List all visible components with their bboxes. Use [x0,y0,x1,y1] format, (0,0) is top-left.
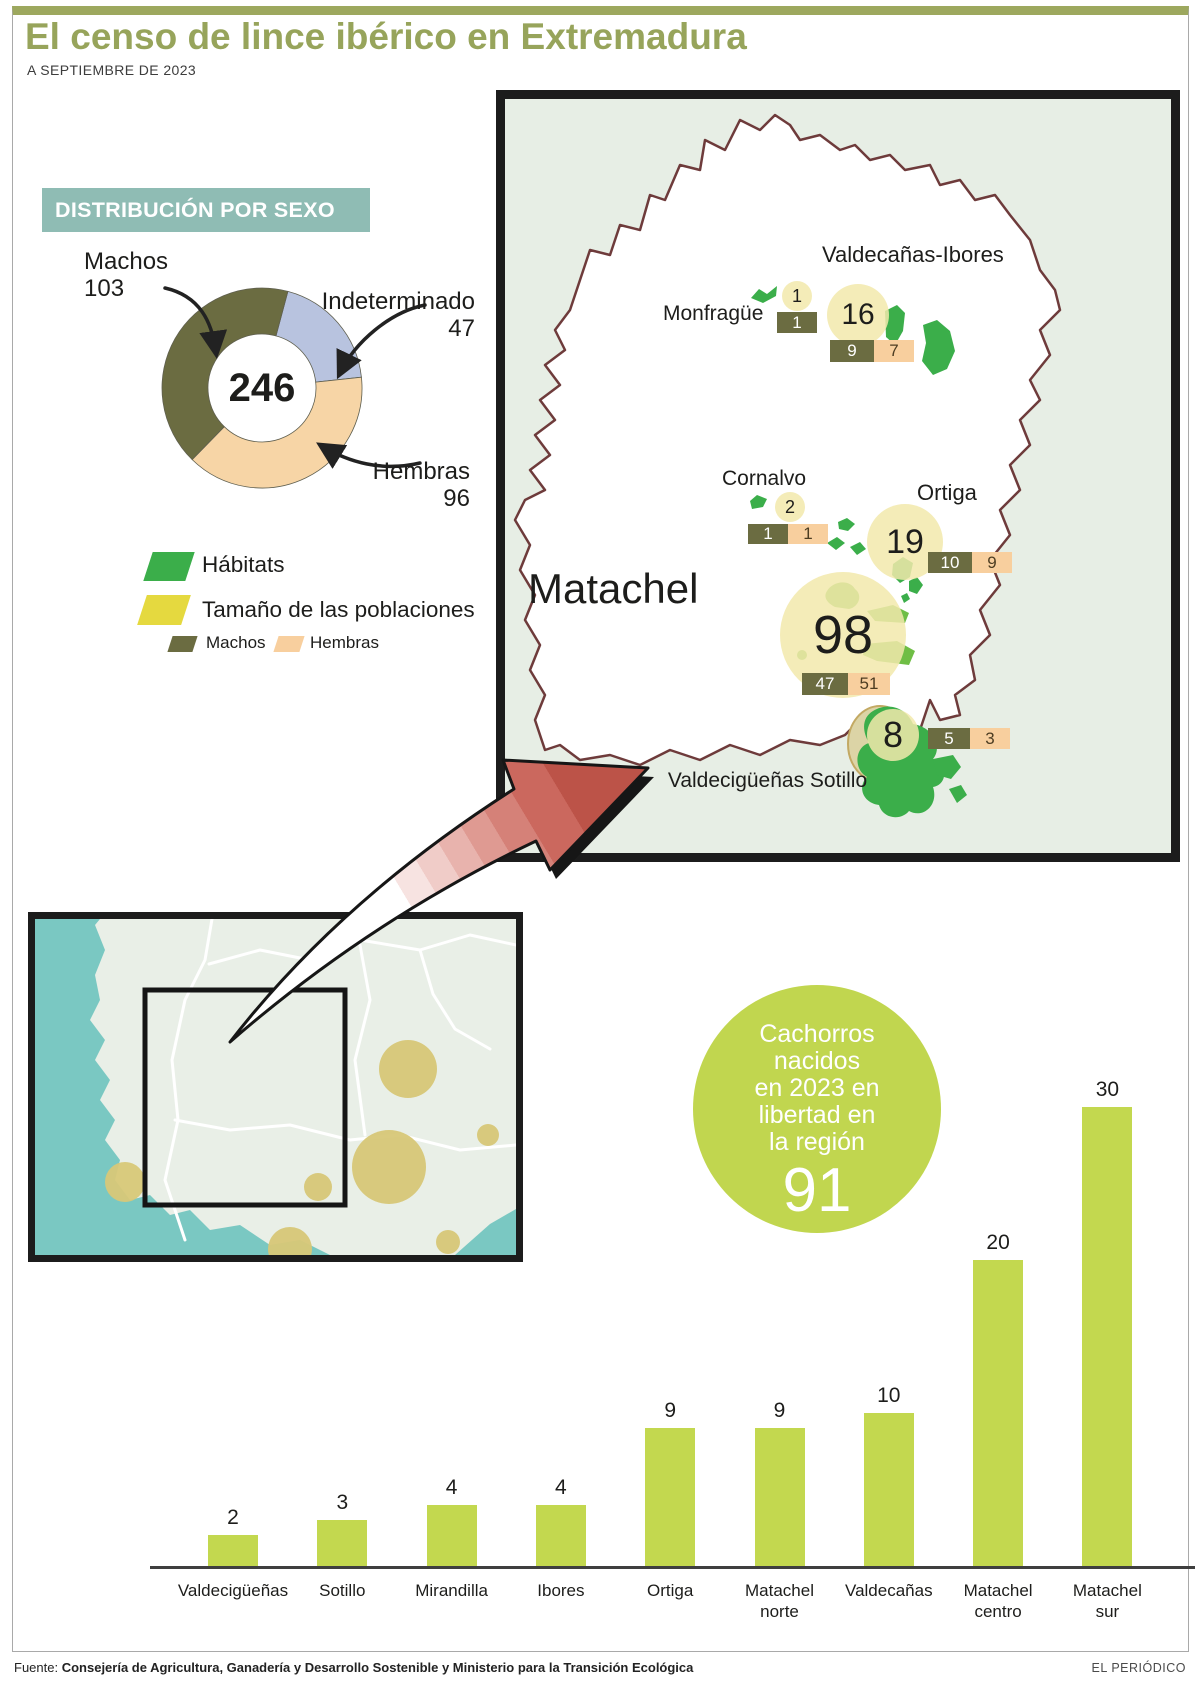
bar-value-label: 9 [773,1399,786,1422]
hembras-pointer-arrow [316,442,422,469]
machos-count-valdeciguenas-sotillo: 5 [928,728,970,749]
donut-total: 246 [228,366,296,410]
cubs-bar-chart: 2 Valdecigüeñas 3 Sotillo 4 Mirandilla 4 Ibores… [150,1000,1195,1660]
population-total-cornalvo: 2 [775,492,805,522]
indeterminado-slice-label: Indeterminado 47 [300,288,475,342]
map-label-valdecanas-ibores: Valdecañas-Ibores [822,242,1004,267]
machos-count-cornalvo: 1 [748,524,788,544]
machos-value: 103 [84,275,125,302]
cubs-line-2: nacidos [773,1047,861,1075]
extremadura-map [513,113,1062,818]
bar-category-label: Valdecigüeñas [177,1581,289,1600]
population-total-valdecanas-ibores: 16 [827,284,889,346]
map-label-ortiga: Ortiga [917,480,977,505]
indeterminado-pointer-arrow [336,303,427,380]
bar-value-label: 3 [336,1491,349,1514]
donut-segment-machos [161,287,289,461]
source-text: Consejería de Agricultura, Ganadería y D… [61,1660,694,1675]
cubs-line-5: la región [769,1128,865,1156]
population-size-legend-label: Tamaño de las poblaciones [202,597,475,622]
hembras-count-ortiga: 9 [972,552,1012,573]
map-label-matachel: Matachel [528,565,699,612]
population-total-valdeciguenas-sotillo: 8 [867,709,919,761]
map-label-monfrague: Monfragüe [663,302,764,325]
cubs-line-1: Cachorros [759,1020,875,1048]
habitat-patches [750,286,955,603]
hembras-legend-label: Hembras [310,633,379,652]
machos-count-valdecanas-ibores: 9 [830,340,874,362]
bar-value-label: 10 [877,1384,901,1407]
zoom-arrow [228,758,654,1044]
bar-category-label: Matachel norte [745,1581,814,1621]
footer: Fuente: Consejería de Agricultura, Ganad… [14,1660,1186,1675]
machos-legend-label: Machos [206,633,266,652]
cubs-total: 91 [782,1156,852,1225]
cubs-line-4: libertad en [758,1101,876,1129]
bar-value-label: 30 [1095,1078,1120,1101]
machos-pointer-arrow [163,286,228,359]
bar-value-label: 4 [445,1476,458,1499]
bar-value-label: 4 [555,1476,567,1499]
map-label-valdeciguenas-sotillo: Valdecigüeñas Sotillo [667,769,868,792]
machos-label-text: Machos [84,248,169,275]
machos-slice-label: Machos 103 [84,248,168,302]
bar-category-label: Valdecañas [845,1581,933,1600]
bar-value-label: 9 [664,1399,677,1422]
bar [863,1413,914,1566]
hembras-swatch [273,636,305,652]
indeterminado-value: 47 [448,315,475,342]
bar [1082,1107,1133,1566]
machos-swatch [167,636,198,652]
hembras-slice-label: Hembras 96 [330,458,470,512]
bar [645,1428,696,1566]
source-prefix: Fuente: [14,1660,59,1675]
bar-value-label: 20 [986,1231,1010,1254]
sex-distribution-heading: DISTRIBUCIÓN POR SEXO [42,188,370,232]
donut-chart [161,286,427,489]
bar [426,1505,477,1566]
bar [973,1260,1024,1566]
machos-count-monfrague: 1 [777,312,817,333]
machos-count-ortiga: 10 [928,552,972,573]
bar-category-label: Ibores [537,1581,585,1600]
habitats-legend-label: Hábitats [202,552,285,577]
bar [317,1520,368,1566]
extremadura-outline [513,113,1062,767]
bar-value-label: 2 [227,1506,239,1529]
bar [208,1535,258,1566]
iberia-map [35,919,516,1255]
extremadura-highlight-rect [142,987,348,1208]
page-frame [12,6,1189,1652]
publisher-credit: EL PERIÓDICO [1091,1661,1186,1675]
hembras-count-cornalvo: 1 [788,524,828,544]
population-total-monfrague: 1 [782,281,812,311]
bar-category-label: Matachel sur [1072,1581,1142,1621]
bar-category-label: Ortiga [647,1581,694,1600]
bar-category-label: Mirandilla [415,1581,488,1600]
hembras-count-valdeciguenas-sotillo: 3 [970,728,1010,749]
cubs-annotation-circle: Cachorros nacidos en 2023 en libertad en… [693,985,941,1233]
bar-chart-baseline [150,1566,1195,1569]
hembras-count-valdecanas-ibores: 7 [874,340,914,362]
indeterminado-label-text: Indeterminado [321,288,475,315]
map-label-cornalvo: Cornalvo [722,467,807,490]
machos-count-matachel: 47 [802,673,848,695]
hembras-label-text: Hembras [372,458,470,485]
bar-category-label: Sotillo [319,1581,366,1600]
zoom-arrow-body [228,758,650,1044]
page-subtitle: A SEPTIEMBRE DE 2023 [27,62,197,78]
bar-category-label: Matachel centro [963,1581,1033,1621]
page-title: El censo de lince ibérico en Extremadura [25,16,747,57]
hembras-value: 96 [443,485,470,512]
bar [535,1505,586,1566]
hembras-count-matachel: 51 [848,673,890,695]
iberia-locator-map [28,912,523,1262]
bar [754,1428,805,1566]
cubs-line-3: en 2023 en [754,1074,880,1102]
extremadura-map-panel: Monfragüe 1 1 Valdecañas-Ibores 16 9 7 C… [496,90,1180,862]
population-bubbles [105,1040,499,1255]
